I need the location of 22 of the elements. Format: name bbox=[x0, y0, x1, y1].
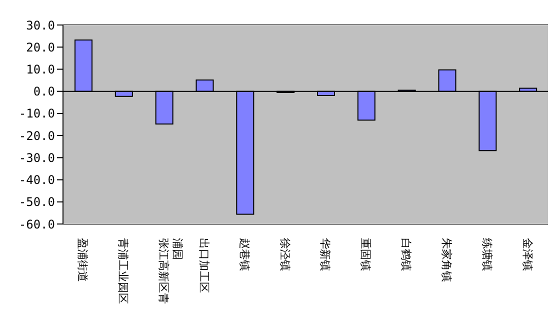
x-tick-label: 盈浦街道 bbox=[76, 238, 90, 282]
y-tick-label: -60.0 bbox=[18, 217, 55, 232]
y-tick-label: -10.0 bbox=[18, 106, 55, 121]
x-tick-label: 重固镇 bbox=[359, 238, 372, 271]
x-tick-label: 华新镇 bbox=[318, 238, 332, 271]
y-tick-label: 30.0 bbox=[26, 18, 55, 32]
x-tick-label: 出口加工区 bbox=[197, 238, 210, 293]
y-tick-label: -40.0 bbox=[18, 173, 55, 188]
x-tick-label: 白鹤镇 bbox=[400, 238, 413, 271]
y-tick-label: -50.0 bbox=[18, 195, 55, 210]
x-tick-label: 张江高新区青浦园 bbox=[157, 238, 184, 304]
x-tick-label: 徐泾镇 bbox=[278, 238, 292, 271]
x-tick-label: 练塘镇 bbox=[480, 238, 494, 271]
x-tick-label: 赵巷镇 bbox=[238, 238, 251, 271]
y-tick-label: -30.0 bbox=[18, 150, 55, 165]
x-tick-label: 青浦工业园区 bbox=[116, 238, 130, 304]
y-tick-label: 0.0 bbox=[33, 84, 55, 99]
y-tick-label: 20.0 bbox=[26, 40, 55, 54]
y-tick-label: 10.0 bbox=[26, 62, 55, 76]
x-tick-label: 朱家角镇 bbox=[440, 238, 453, 282]
x-tick-label: 金泽镇 bbox=[520, 238, 534, 271]
y-tick-label: -20.0 bbox=[18, 128, 55, 143]
